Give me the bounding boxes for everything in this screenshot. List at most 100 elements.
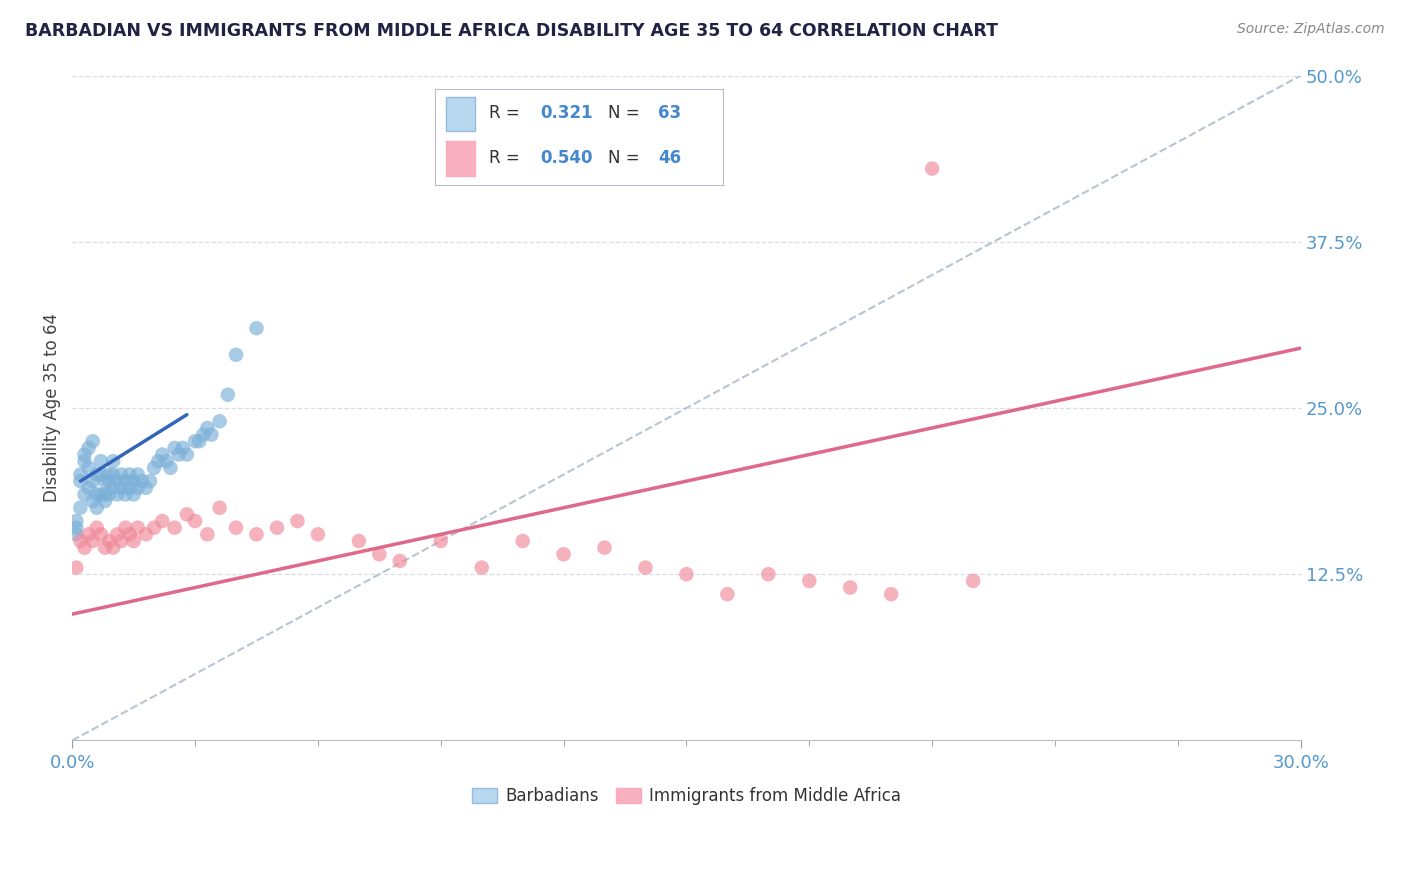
Point [184,514,207,528]
Point [73,487,96,501]
Point [69,533,91,548]
Point [69,500,91,515]
Text: BARBADIAN VS IMMIGRANTS FROM MIDDLE AFRICA DISABILITY AGE 35 TO 64 CORRELATION C: BARBADIAN VS IMMIGRANTS FROM MIDDLE AFRI… [25,22,998,40]
Point [110,481,132,495]
Point [101,454,124,468]
Point [77,460,100,475]
Point [921,161,943,176]
Text: Source: ZipAtlas.com: Source: ZipAtlas.com [1237,22,1385,37]
Point [675,567,697,582]
Point [65,560,87,574]
Point [245,527,267,541]
Point [86,467,108,482]
Point [159,460,181,475]
Point [118,467,141,482]
Point [65,527,87,541]
Point [65,514,87,528]
Point [429,533,451,548]
Point [110,467,132,482]
Point [122,474,145,488]
Point [287,514,309,528]
Point [150,448,173,462]
Point [163,521,186,535]
Point [208,500,231,515]
Point [118,527,141,541]
Point [105,487,128,501]
Point [143,460,166,475]
Point [962,574,984,588]
Point [266,521,288,535]
Point [217,387,239,401]
Point [799,574,821,588]
Point [73,541,96,555]
Point [82,533,104,548]
Point [167,448,190,462]
Point [143,521,166,535]
Point [65,521,87,535]
Point [839,581,862,595]
Point [193,427,215,442]
Point [756,567,779,582]
Point [471,560,494,574]
Point [73,448,96,462]
Point [553,547,575,561]
Point [82,474,104,488]
Point [184,434,207,449]
Point [131,474,153,488]
Point [69,474,91,488]
Point [94,487,117,501]
Legend: Barbadians, Immigrants from Middle Africa: Barbadians, Immigrants from Middle Afric… [465,780,907,812]
Point [307,527,329,541]
Point [245,321,267,335]
Point [94,494,117,508]
Point [163,441,186,455]
Point [195,421,218,435]
Point [225,348,247,362]
Point [135,481,157,495]
Point [150,514,173,528]
Point [90,487,112,501]
Point [94,474,117,488]
Point [82,494,104,508]
Point [86,500,108,515]
Point [77,527,100,541]
Point [98,467,121,482]
Point [200,427,222,442]
Point [77,481,100,495]
Point [634,560,657,574]
Point [114,521,136,535]
Point [105,527,128,541]
Point [101,467,124,482]
Point [86,487,108,501]
Point [90,467,112,482]
Point [716,587,738,601]
Point [82,434,104,449]
Point [347,533,370,548]
Point [593,541,616,555]
Y-axis label: Disability Age 35 to 64: Disability Age 35 to 64 [44,313,60,502]
Point [101,481,124,495]
Point [94,541,117,555]
Point [110,533,132,548]
Point [148,454,170,468]
Point [122,487,145,501]
Point [139,474,162,488]
Point [512,533,534,548]
Point [208,414,231,428]
Point [127,521,149,535]
Point [188,434,211,449]
Point [73,454,96,468]
Point [114,474,136,488]
Point [77,441,100,455]
Point [118,481,141,495]
Point [880,587,903,601]
Point [225,521,247,535]
Point [135,527,157,541]
Point [114,487,136,501]
Point [98,474,121,488]
Point [172,441,194,455]
Point [368,547,391,561]
Point [122,533,145,548]
Point [105,474,128,488]
Point [388,554,411,568]
